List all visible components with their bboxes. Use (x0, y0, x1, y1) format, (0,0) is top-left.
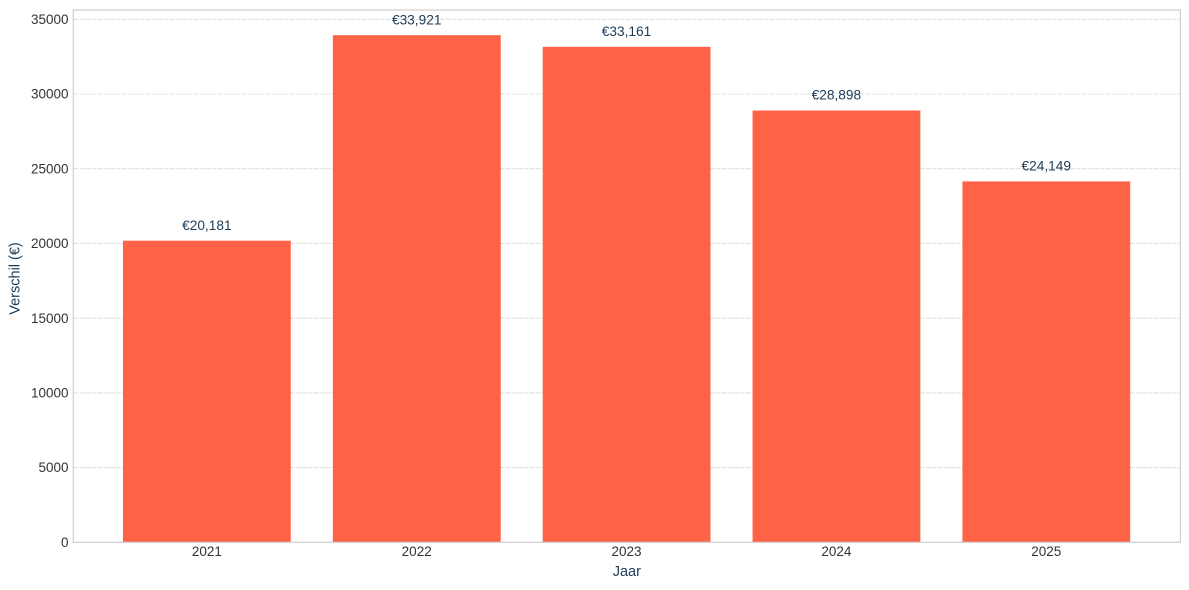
svg-text:2021: 2021 (192, 544, 222, 559)
svg-text:€33,921: €33,921 (392, 13, 441, 28)
svg-text:2023: 2023 (612, 544, 642, 559)
svg-text:2025: 2025 (1031, 544, 1061, 559)
svg-text:2022: 2022 (402, 544, 432, 559)
svg-text:€28,898: €28,898 (812, 88, 862, 103)
svg-text:€33,161: €33,161 (602, 24, 651, 39)
svg-text:Jaar: Jaar (613, 564, 641, 580)
svg-text:Verschil (€): Verschil (€) (7, 242, 23, 315)
svg-text:€20,181: €20,181 (182, 218, 231, 233)
svg-text:35000: 35000 (31, 12, 69, 27)
svg-text:10000: 10000 (31, 386, 69, 401)
svg-text:20000: 20000 (31, 236, 69, 251)
svg-text:2024: 2024 (821, 544, 852, 559)
svg-text:15000: 15000 (31, 311, 69, 326)
svg-text:0: 0 (61, 535, 69, 550)
svg-text:5000: 5000 (38, 460, 68, 475)
svg-text:25000: 25000 (31, 161, 69, 176)
svg-text:30000: 30000 (31, 87, 69, 102)
svg-text:€24,149: €24,149 (1022, 159, 1071, 174)
